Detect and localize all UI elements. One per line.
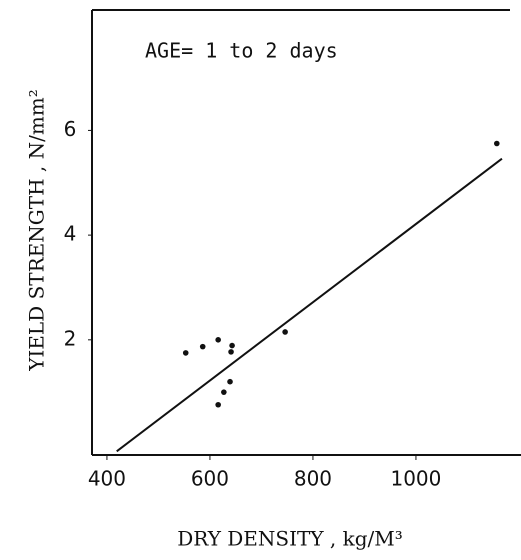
x-tick-label: 600 bbox=[191, 467, 229, 491]
x-tick-label: 800 bbox=[294, 467, 332, 491]
point bbox=[282, 329, 288, 335]
point bbox=[228, 349, 234, 355]
y-tick-label: 6 bbox=[64, 117, 77, 141]
annotation: AGE= 1 to 2 days bbox=[145, 39, 338, 63]
y-tick-label: 2 bbox=[64, 326, 77, 350]
x-axis-label: DRY DENSITY , kg/M³ bbox=[177, 527, 403, 551]
point bbox=[227, 378, 233, 385]
point bbox=[221, 389, 227, 395]
x-tick-label: 400 bbox=[88, 467, 126, 491]
point bbox=[199, 343, 206, 350]
fit-line bbox=[116, 157, 503, 453]
y-tick-label: 4 bbox=[64, 222, 77, 246]
point bbox=[493, 140, 500, 147]
x-tick-label: 1000 bbox=[390, 467, 441, 491]
y-axis-label: YIELD STRENGTH , N/mm² bbox=[25, 89, 49, 372]
point bbox=[182, 350, 189, 356]
point bbox=[215, 401, 221, 408]
point bbox=[229, 342, 235, 349]
point bbox=[215, 337, 221, 343]
